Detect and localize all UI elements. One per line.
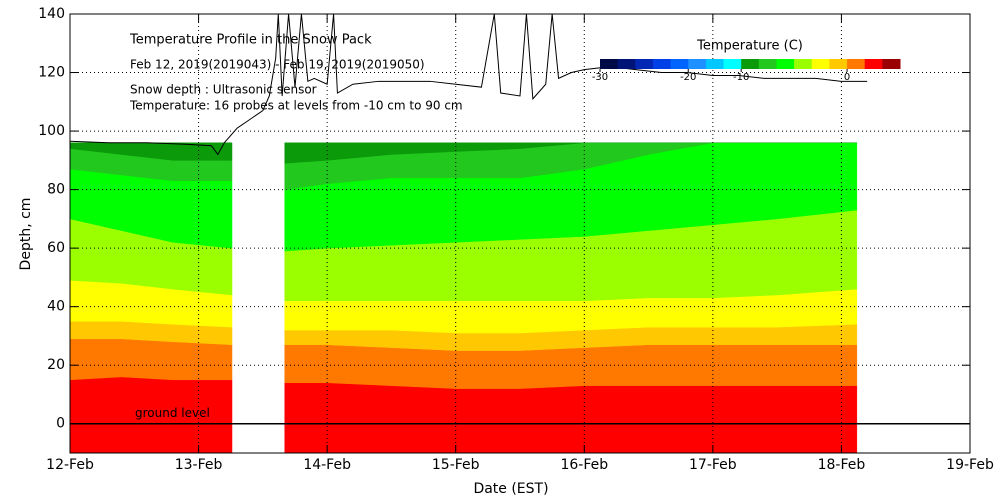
colorbar-tick-label: -20 [680, 72, 696, 83]
colorbar-title: Temperature (C) [696, 39, 803, 54]
y-tick-label: 120 [38, 65, 65, 81]
x-tick-label: 15-Feb [432, 457, 480, 473]
colorbar-segment [688, 59, 707, 69]
y-tick-label: 40 [47, 299, 65, 315]
x-tick-label: 12-Feb [46, 457, 94, 473]
note: Temperature: 16 probes at levels from -1… [129, 99, 463, 113]
x-tick-label: 14-Feb [303, 457, 351, 473]
x-tick-label: 16-Feb [560, 457, 608, 473]
temperature-band [69, 338, 233, 381]
colorbar-segment [882, 59, 901, 69]
y-axis-label: Depth, cm [18, 198, 34, 271]
x-tick-label: 19-Feb [946, 457, 994, 473]
colorbar-segment [847, 59, 866, 69]
colorbar-segment [705, 59, 725, 69]
note: Snow depth : Ultrasonic sensor [130, 83, 317, 97]
y-tick-label: 80 [47, 182, 65, 198]
x-tick-label: 17-Feb [689, 457, 737, 473]
colorbar: -30 -20 -10 0 [592, 59, 901, 83]
colorbar-tick-label: 0 [844, 72, 850, 83]
lines [70, 14, 970, 425]
colorbar-segment [811, 59, 830, 69]
snow-depth-line [70, 14, 868, 156]
colorbar-segment [617, 59, 636, 69]
temperature-band [284, 344, 858, 389]
ground-label: ground level [135, 406, 210, 420]
colorbar-segment [758, 59, 777, 69]
y-tick-label: 100 [38, 123, 65, 139]
plot-frame [69, 13, 971, 454]
y-tick-label: 0 [56, 416, 65, 432]
colorbar-segment [723, 59, 742, 69]
temperature-band [69, 142, 233, 161]
y-tick-label: 20 [47, 357, 65, 373]
colorbar-segment [652, 59, 672, 69]
y-tick-label: 60 [47, 240, 65, 256]
colorbar-segment [635, 59, 654, 69]
colorbar-tick-label: -10 [733, 72, 749, 83]
chart-title: Temperature Profile in the Snow Pack [129, 33, 372, 48]
colorbar-segment [794, 59, 813, 69]
x-tick-label: 18-Feb [818, 457, 866, 473]
y-tick-label: 140 [38, 6, 65, 22]
labels: Temperature Profile in the Snow Pack Feb… [18, 6, 994, 497]
x-tick-label: 13-Feb [175, 457, 223, 473]
colorbar-segment [741, 59, 760, 69]
subtitle: Feb 12, 2019(2019043) - Feb 19, 2019(201… [130, 58, 425, 72]
colorbar-segment [670, 59, 689, 69]
colorbar-tick-label: -30 [592, 72, 608, 83]
temperature-field [69, 142, 858, 454]
temperature-band [284, 142, 857, 164]
colorbar-segment [776, 59, 795, 69]
x-axis-label: Date (EST) [473, 481, 548, 497]
colorbar-segment [829, 59, 848, 69]
temperature-band [284, 382, 858, 454]
colorbar-segment [600, 59, 619, 69]
colorbar-segment [864, 59, 883, 69]
